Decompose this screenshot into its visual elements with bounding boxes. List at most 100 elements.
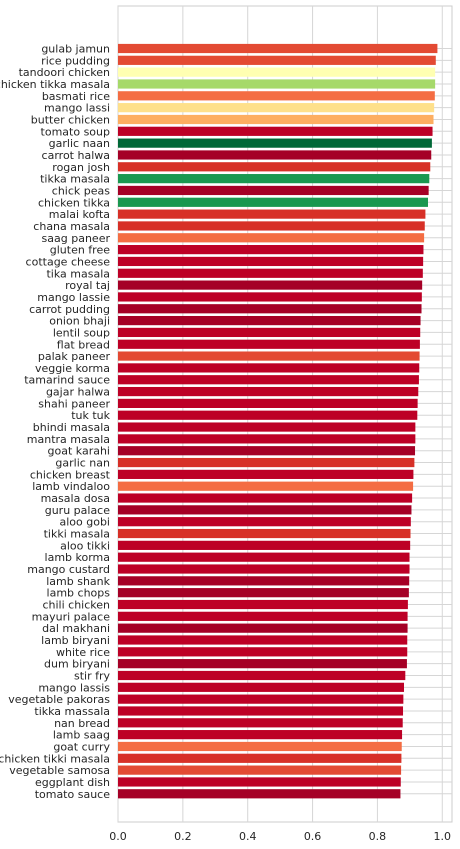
- bar: [118, 339, 420, 349]
- bar: [118, 185, 429, 196]
- bar: [118, 398, 418, 408]
- bar: [118, 304, 422, 314]
- y-tick-label: mantra masala: [27, 433, 110, 446]
- y-tick-label: gulab jamun: [41, 43, 110, 56]
- bar: [118, 197, 429, 207]
- y-tick-label: palak paneer: [38, 350, 111, 363]
- bar: [118, 635, 408, 645]
- bar: [118, 623, 408, 633]
- y-tick-label: chick peas: [52, 184, 110, 197]
- y-tick-label: tikka massala: [34, 705, 110, 718]
- bar: [118, 493, 413, 503]
- bar: [118, 446, 416, 456]
- y-tick-label: flat bread: [57, 338, 110, 351]
- bar: [118, 481, 414, 491]
- bar: [118, 410, 418, 420]
- bar: [118, 670, 406, 681]
- y-tick-label: masala dosa: [41, 492, 110, 505]
- x-tick-labels: 0.0 0.2 0.4 0.6 0.8 1.0: [109, 830, 451, 843]
- y-tick-label: carrot halwa: [42, 149, 110, 162]
- bar: [118, 741, 402, 752]
- y-tick-label: butter chicken: [31, 113, 110, 126]
- y-tick-label: goat karahi: [48, 445, 110, 458]
- bar: [118, 292, 422, 302]
- bar: [118, 659, 407, 669]
- bar: [118, 138, 432, 148]
- bar: [118, 315, 421, 326]
- bar: [118, 765, 402, 775]
- y-tick-label: lamb chops: [47, 587, 111, 600]
- y-tick-label: eggplant dish: [35, 776, 110, 789]
- bar: [118, 221, 425, 231]
- bar: [118, 174, 430, 184]
- y-tick-label: lamb vindaloo: [32, 480, 110, 493]
- y-tick-label: gajar halwa: [46, 386, 110, 399]
- x-tick-label: 0.4: [239, 830, 257, 843]
- y-tick-label: vegetable samosa: [9, 764, 110, 777]
- x-tick-label: 0.2: [174, 830, 192, 843]
- bar: [118, 386, 419, 397]
- bar: [118, 611, 408, 621]
- y-tick-label: vegetable pakoras: [8, 693, 110, 706]
- bar: [118, 528, 411, 539]
- y-tick-label: rogan josh: [52, 161, 110, 174]
- y-tick-label: tomato sauce: [35, 788, 111, 801]
- y-tick-label: tamarind sauce: [24, 374, 110, 387]
- bar: [118, 753, 402, 763]
- y-tick-label: basmati rice: [42, 90, 110, 103]
- bar: [118, 777, 401, 787]
- bar: [118, 552, 410, 562]
- y-tick-label: lamb korma: [45, 551, 110, 564]
- y-tick-label: nan bread: [54, 717, 110, 730]
- bar: [118, 694, 404, 704]
- bar: [118, 564, 410, 574]
- y-tick-label: royal taj: [65, 279, 110, 292]
- bar: [118, 162, 431, 172]
- y-tick-label: tikki masala: [44, 528, 110, 541]
- bar: [118, 91, 435, 101]
- bar: [118, 469, 414, 479]
- y-tick-label: garlic nan: [55, 457, 110, 470]
- bar: [118, 718, 403, 728]
- y-tick-label: cottage cheese: [26, 255, 111, 268]
- y-tick-label: veggie korma: [35, 362, 110, 375]
- bar: [118, 280, 423, 290]
- bar: [118, 599, 408, 610]
- y-tick-label: chicken tikki masala: [0, 752, 110, 765]
- bar: [118, 55, 436, 65]
- y-tick-label: mango lassie: [37, 291, 110, 304]
- bar: [118, 540, 411, 550]
- x-tick-label: 0.8: [369, 830, 387, 843]
- y-tick-label: saag paneer: [42, 232, 111, 245]
- y-tick-label: malai kofta: [49, 208, 110, 221]
- bar: [118, 150, 432, 160]
- y-tick-label: mango lassis: [38, 681, 110, 694]
- bar: [118, 434, 416, 444]
- bar: [118, 375, 419, 385]
- bar: [118, 43, 438, 54]
- bar: [118, 730, 403, 740]
- bar: [118, 682, 405, 692]
- y-tick-label: white rice: [56, 646, 110, 659]
- y-tick-label: bhindi masala: [33, 421, 110, 434]
- y-tick-label: lamb saag: [53, 729, 110, 742]
- y-tick-label: chili chicken: [42, 599, 110, 612]
- bar: [118, 233, 425, 243]
- y-tick-label: chicken tikka: [38, 196, 110, 209]
- bar: [118, 588, 409, 598]
- y-tick-label: tomato soup: [41, 125, 110, 138]
- y-tick-label: dal makhani: [42, 622, 110, 635]
- bar: [118, 351, 420, 361]
- bar: [118, 789, 401, 799]
- bar: [118, 103, 435, 113]
- y-tick-label: shahi paneer: [38, 397, 110, 410]
- bar: [118, 209, 426, 219]
- y-tick-label: dum biryani: [44, 658, 110, 671]
- bar: [118, 576, 410, 586]
- bar: [118, 114, 434, 125]
- y-tick-label: tikka masala: [40, 173, 110, 186]
- x-tick-label: 0.6: [304, 830, 322, 843]
- y-tick-label: guru palace: [45, 504, 111, 517]
- y-tick-label: mayuri palace: [32, 610, 111, 623]
- y-tick-label: carrot pudding: [29, 303, 110, 316]
